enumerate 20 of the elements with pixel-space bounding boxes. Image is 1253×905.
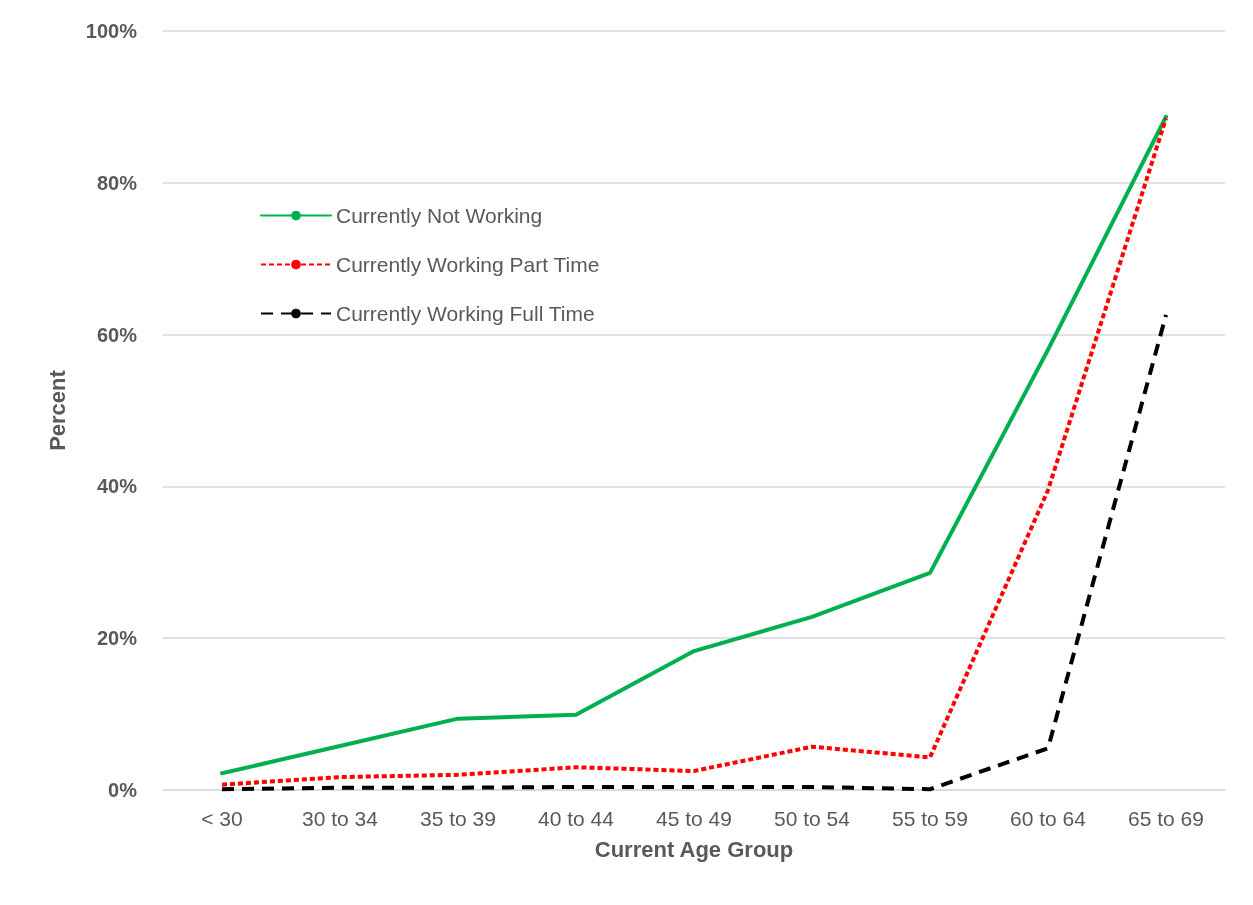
y-tick-label: 60% bbox=[96, 323, 138, 346]
y-tick-label: 20% bbox=[96, 627, 138, 650]
x-tick-label: 30 to 34 bbox=[302, 807, 379, 830]
y-axis-title: Percent bbox=[44, 369, 70, 451]
legend-label: Currently Working Part Time bbox=[336, 253, 600, 276]
y-tick-label: 0% bbox=[108, 779, 138, 801]
x-tick-label: 50 to 54 bbox=[774, 807, 851, 830]
x-tick-label: 45 to 49 bbox=[656, 807, 732, 830]
y-tick-label: 40% bbox=[96, 475, 138, 498]
y-tick-label: 80% bbox=[96, 171, 138, 194]
x-tick-label: 60 to 64 bbox=[1010, 807, 1087, 830]
x-tick-label: < 30 bbox=[201, 807, 243, 830]
x-axis-title: Current Age Group bbox=[594, 836, 794, 862]
x-tick-label: 40 to 44 bbox=[538, 807, 615, 830]
legend-label: Currently Working Full Time bbox=[336, 302, 595, 325]
x-tick-label: 65 to 69 bbox=[1128, 807, 1204, 830]
x-tick-label: 55 to 59 bbox=[892, 807, 968, 830]
x-tick-label: 35 to 39 bbox=[420, 807, 496, 830]
legend-label: Currently Not Working bbox=[336, 204, 543, 227]
y-tick-label: 100% bbox=[85, 20, 138, 42]
